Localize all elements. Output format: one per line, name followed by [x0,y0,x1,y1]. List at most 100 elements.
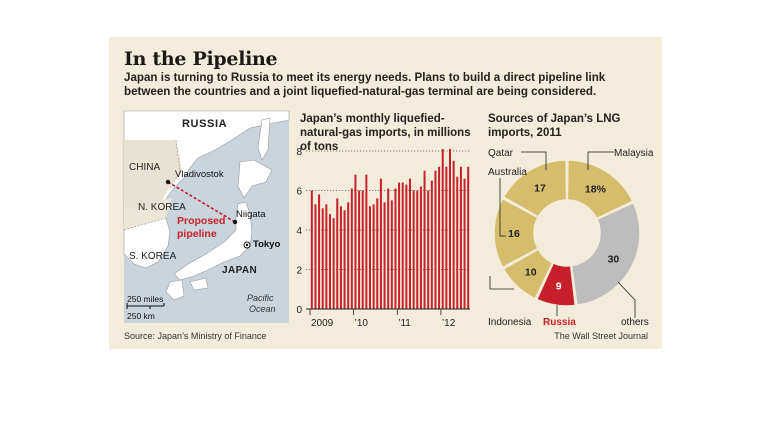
x-tick-label: ’10 [355,318,369,329]
bar [383,202,386,309]
bar [441,149,444,309]
x-tick-label: 2009 [311,318,334,329]
bar [398,182,401,309]
bar [347,202,350,309]
honshu-land [173,201,253,281]
bar [343,210,346,309]
kyushu-land [165,279,185,301]
bar [434,170,437,309]
bar [310,190,313,309]
china-label: CHINA [129,162,160,173]
bar [427,190,430,309]
bar [419,186,422,309]
bar [438,166,441,309]
bar [354,174,357,309]
niigata-label: Niigata [236,209,266,220]
bar [325,204,328,309]
bar [376,198,379,309]
bar [430,180,433,309]
bar [456,176,459,309]
y-tick-label: 2 [296,266,302,277]
donut-value-label: 17 [534,182,546,194]
malaysia-leader [587,151,614,170]
x-tick-label: ’11 [398,318,411,329]
bar [365,174,368,309]
bar [390,200,393,309]
bar [445,166,448,309]
shikoku-land [189,277,209,291]
bar [459,166,462,309]
hokkaido-land [237,159,273,199]
donut-value-label: 30 [608,254,620,266]
north-korea-label: N. KOREA [138,202,186,213]
ocean-label-2: Ocean [249,304,276,314]
donut-slice-malaysia [566,159,634,220]
pipeline-label: Proposed [177,215,225,227]
proposed-pipeline-line [167,181,236,223]
ocean-label: Pacific [247,293,274,303]
bar [314,204,317,309]
china-region [124,140,182,210]
bar [361,190,364,309]
indonesia-leader [489,276,514,290]
bar [416,190,419,309]
japan-label: JAPAN [222,265,257,276]
north-korea-region [124,198,172,230]
y-tick-label: 0 [296,305,302,316]
australia-label: Australia [488,167,527,178]
donut-chart-title: Sources of Japan’s LNG imports, 2011 [488,113,621,139]
korea-border [123,217,167,231]
indonesia-label: Indonesia [488,317,532,328]
vladivostok-label: Vladivostok [175,169,224,180]
graphic-title: In the Pipeline [124,48,278,70]
graphic-subtitle: Japan is turning to Russia to meet its e… [124,71,606,98]
tokyo-label: Tokyo [253,239,280,250]
bar [369,206,371,309]
vladivostok-dot [165,179,171,185]
y-tick-label: 4 [296,226,302,237]
bar [449,149,451,309]
donut-slice-russia [535,262,577,307]
scale-km-label: 250 km [127,311,155,321]
bar [350,188,353,309]
niigata-dot [232,219,238,225]
qatar-label: Qatar [488,148,514,159]
bar [394,188,397,309]
tokyo-dot [245,243,249,247]
bar [412,190,415,309]
others-leader [617,281,636,318]
donut-slice-australia [493,197,539,269]
bar [463,178,466,309]
bar [332,218,335,309]
source-note: Source: Japan’s Ministry of Finance [124,331,267,341]
china-russia-border [169,139,181,189]
bar-chart-title: Japan’s monthly liquefied-natural-gas im… [300,113,471,153]
bar [336,198,339,309]
bar [467,166,470,309]
bar [321,208,324,309]
bar [387,188,390,309]
donut-slice-others [570,201,641,307]
bar [379,178,382,309]
bar [358,190,361,309]
others-label: others [621,317,649,328]
russia-label: RUSSIA [182,118,227,130]
donut-value-label: 18% [585,183,607,195]
bar [329,214,331,309]
pipeline-label-2: pipeline [177,228,217,240]
donut-value-label: 16 [508,228,520,240]
qatar-leader [521,151,547,170]
y-tick-label: 6 [296,187,302,198]
bar [423,170,426,309]
x-tick-label: ’12 [442,318,456,329]
donut-slice-qatar [502,159,568,218]
sakhalin-land [257,117,271,161]
bar [339,206,342,309]
credit-line: The Wall Street Journal [554,331,648,341]
bar [405,184,408,309]
donut-value-label: 9 [556,280,562,292]
scale-miles-label: 250 miles [127,294,163,304]
donut-value-label: 10 [525,267,537,279]
